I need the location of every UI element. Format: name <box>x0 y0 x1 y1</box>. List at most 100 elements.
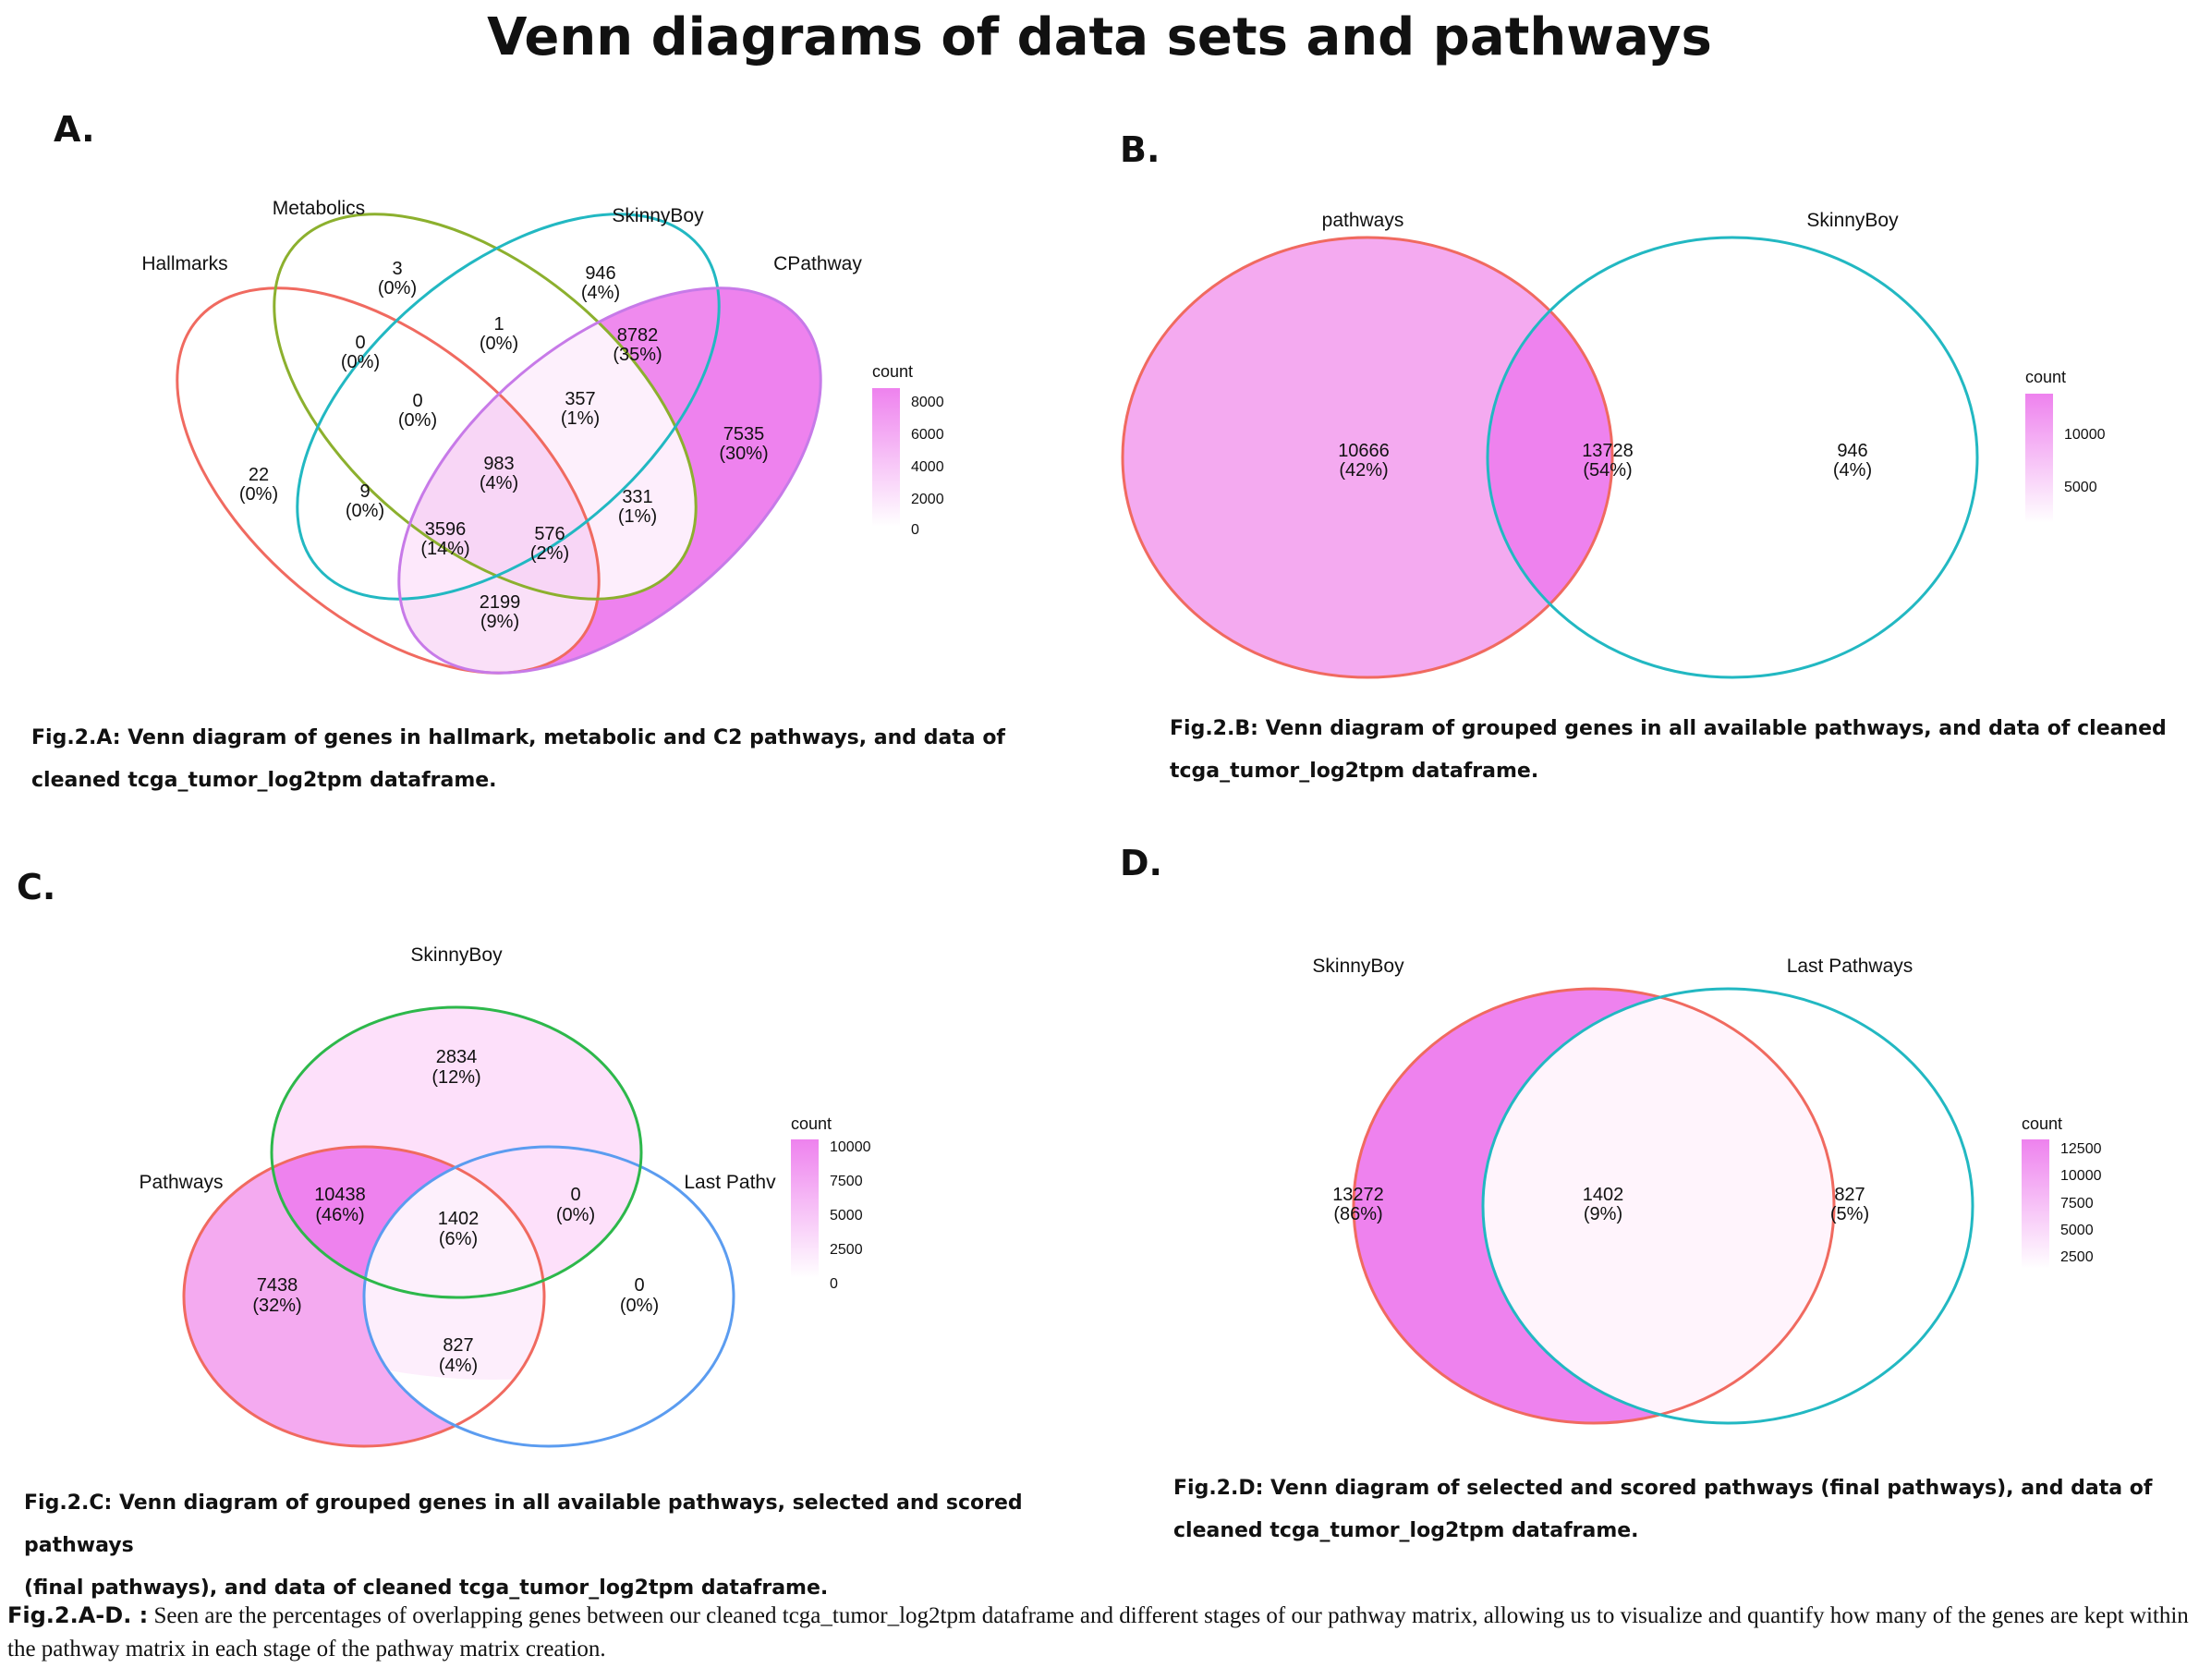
caption-a: Fig.2.A: Venn diagram of genes in hallma… <box>31 717 1048 802</box>
region-count: 13728 <box>1582 441 1634 461</box>
region-percent: (86%) <box>1333 1204 1382 1224</box>
legend-b: count 10000 5000 <box>2025 368 2106 523</box>
region-percent: (6%) <box>439 1229 478 1249</box>
region-count: 2834 <box>436 1047 478 1067</box>
caption-line: cleaned tcga_tumor_log2tpm dataframe. <box>1173 1519 1639 1542</box>
region-count: 331 <box>622 487 652 507</box>
legend-tick: 4000 <box>911 459 944 475</box>
caption-line: Fig.2.C: Venn diagram of grouped genes i… <box>24 1491 1023 1557</box>
legend-a: count 8000 6000 4000 2000 0 <box>872 362 944 538</box>
venn-c: SkinnyBoy Pathways Last Pathv 2834 (12%)… <box>139 944 871 1448</box>
panel-b-letter: B. <box>1120 129 1160 170</box>
panel-d-letter: D. <box>1120 843 1162 883</box>
region-count: 22 <box>249 465 269 485</box>
set-label-pathways: pathways <box>1322 210 1404 231</box>
caption-c: Fig.2.C: Venn diagram of grouped genes i… <box>24 1482 1096 1610</box>
legend-tick: 10000 <box>830 1139 871 1155</box>
caption-line: Fig.2.A: Venn diagram of genes in hallma… <box>31 726 1006 749</box>
region-percent: (42%) <box>1339 460 1388 481</box>
legend-tick: 12500 <box>2060 1141 2102 1157</box>
caption-line: Fig.2.B: Venn diagram of grouped genes i… <box>1170 717 2167 740</box>
legend-title: count <box>791 1114 832 1133</box>
set-label-pathways: Pathways <box>139 1172 223 1193</box>
figure-caption-text: Seen are the percentages of overlapping … <box>7 1603 2189 1662</box>
set-label-last-pathways: Last Pathv <box>684 1172 776 1193</box>
region-percent: (0%) <box>239 484 278 505</box>
region-count: 1402 <box>1583 1185 1624 1205</box>
region-count: 7535 <box>723 424 765 444</box>
caption-line: (final pathways), and data of cleaned tc… <box>24 1577 829 1600</box>
legend-tick: 0 <box>911 522 919 538</box>
region-percent: (5%) <box>1830 1204 1869 1224</box>
region-count: 3596 <box>425 519 467 540</box>
region-percent: (54%) <box>1583 460 1632 481</box>
legend-tick: 7500 <box>830 1174 863 1189</box>
set-label-skinnyboy: SkinnyBoy <box>1312 956 1404 977</box>
figure-caption: Fig.2.A-D. : Seen are the percentages of… <box>7 1599 2197 1666</box>
region-percent: (46%) <box>315 1205 364 1225</box>
region-percent: (2%) <box>530 543 569 564</box>
figure-caption-lead: Fig.2.A-D. : <box>7 1602 149 1628</box>
legend-tick: 6000 <box>911 427 944 443</box>
region-count: 9 <box>359 481 370 502</box>
set-label-metabolics: Metabolics <box>273 198 365 219</box>
venn-d: SkinnyBoy Last Pathways 13272 (86%) 1402… <box>1312 956 2102 1425</box>
legend-tick: 5000 <box>2060 1223 2094 1238</box>
region-count: 946 <box>1837 441 1867 461</box>
region-percent: (4%) <box>1833 460 1872 481</box>
caption-d: Fig.2.D: Venn diagram of selected and sc… <box>1173 1467 2190 1552</box>
legend-tick: 8000 <box>911 395 944 410</box>
region-percent: (0%) <box>620 1296 659 1316</box>
caption-line: Fig.2.D: Venn diagram of selected and sc… <box>1173 1477 2153 1500</box>
region-count: 7438 <box>257 1275 298 1296</box>
legend-tick: 2500 <box>830 1242 863 1258</box>
region-count: 827 <box>443 1335 473 1356</box>
region-percent: (12%) <box>431 1067 480 1088</box>
legend-d: count 12500 10000 7500 5000 2500 <box>2022 1114 2102 1269</box>
region-count: 10438 <box>314 1185 366 1205</box>
region-percent: (1%) <box>561 408 600 429</box>
region-percent: (0%) <box>378 278 417 298</box>
set-label-hallmarks: Hallmarks <box>141 253 227 274</box>
set-label-last-pathways: Last Pathways <box>1787 956 1913 977</box>
region-count: 946 <box>585 263 615 284</box>
legend-tick: 10000 <box>2064 427 2106 443</box>
legend-tick: 7500 <box>2060 1196 2094 1211</box>
legend-tick: 5000 <box>830 1208 863 1223</box>
set-label-skinnyboy: SkinnyBoy <box>612 205 704 226</box>
legend-title: count <box>2022 1114 2062 1133</box>
region-percent: (0%) <box>556 1205 595 1225</box>
region-count: 576 <box>534 524 565 544</box>
region-count: 357 <box>565 389 595 409</box>
legend-tick: 2500 <box>2060 1249 2094 1265</box>
region-count: 983 <box>483 454 514 474</box>
region-count: 1402 <box>438 1209 480 1229</box>
region-percent: (30%) <box>719 444 768 464</box>
caption-line: tcga_tumor_log2tpm dataframe. <box>1170 760 1539 783</box>
set-label-skinnyboy: SkinnyBoy <box>410 944 503 966</box>
region-count: 0 <box>355 333 365 353</box>
legend-title: count <box>2025 368 2066 386</box>
region-percent: (4%) <box>581 283 620 303</box>
legend-tick: 5000 <box>2064 480 2097 495</box>
legend-tick: 10000 <box>2060 1168 2102 1184</box>
region-percent: (0%) <box>346 501 384 521</box>
legend-title: count <box>872 362 913 381</box>
venn-a: Hallmarks Metabolics SkinnyBoy CPathway … <box>106 139 944 749</box>
region-percent: (0%) <box>398 410 437 431</box>
region-count: 3 <box>392 259 402 279</box>
region-count: 0 <box>634 1275 644 1296</box>
legend-c: count 10000 7500 5000 2500 0 <box>791 1114 871 1292</box>
panel-c-letter: C. <box>17 867 56 907</box>
region-percent: (14%) <box>420 539 469 559</box>
region-percent: (35%) <box>613 345 662 365</box>
set-label-skinnyboy: SkinnyBoy <box>1806 210 1899 231</box>
caption-line: cleaned tcga_tumor_log2tpm dataframe. <box>31 769 497 792</box>
legend-tick: 0 <box>830 1276 838 1292</box>
region-count: 8782 <box>617 325 659 346</box>
region-count: 1 <box>493 314 504 335</box>
region-percent: (0%) <box>480 334 518 354</box>
caption-b: Fig.2.B: Venn diagram of grouped genes i… <box>1170 708 2186 793</box>
venn-b: pathways SkinnyBoy 10666 (42%) 13728 (54… <box>1121 210 2106 679</box>
